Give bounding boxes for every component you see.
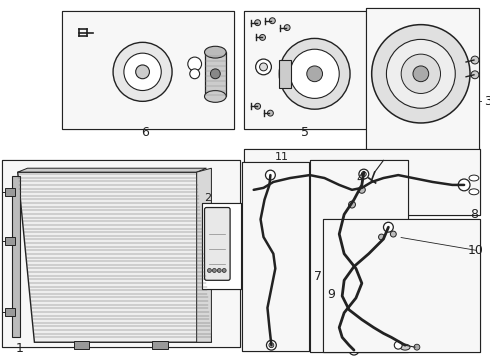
FancyBboxPatch shape xyxy=(204,207,230,280)
Bar xyxy=(201,203,241,289)
Ellipse shape xyxy=(136,65,149,79)
Ellipse shape xyxy=(343,329,351,341)
Bar xyxy=(310,160,408,352)
Text: 3: 3 xyxy=(484,95,490,108)
Text: 1: 1 xyxy=(16,342,24,355)
Circle shape xyxy=(250,184,262,196)
Bar xyxy=(244,11,372,129)
Circle shape xyxy=(255,103,261,109)
Text: 4: 4 xyxy=(356,171,364,185)
Circle shape xyxy=(269,343,274,348)
Circle shape xyxy=(307,66,322,82)
Circle shape xyxy=(372,24,470,123)
Bar xyxy=(244,149,480,215)
Circle shape xyxy=(217,269,221,273)
Circle shape xyxy=(290,49,339,98)
Bar xyxy=(62,11,234,129)
Ellipse shape xyxy=(190,69,199,79)
Bar xyxy=(2,160,240,347)
Text: 9: 9 xyxy=(327,288,335,301)
Ellipse shape xyxy=(260,63,268,71)
Circle shape xyxy=(255,20,261,26)
Circle shape xyxy=(268,110,273,116)
Circle shape xyxy=(414,344,420,350)
Polygon shape xyxy=(18,172,211,342)
Bar xyxy=(279,60,291,87)
Circle shape xyxy=(267,340,276,350)
Circle shape xyxy=(348,201,355,208)
Text: 2: 2 xyxy=(204,193,212,203)
Bar xyxy=(242,162,309,351)
Bar xyxy=(244,149,480,215)
Circle shape xyxy=(361,172,366,176)
Ellipse shape xyxy=(113,42,172,101)
Bar xyxy=(2,160,240,347)
Ellipse shape xyxy=(204,46,226,58)
Circle shape xyxy=(260,35,266,40)
Text: 11: 11 xyxy=(275,152,289,162)
Bar xyxy=(322,219,480,352)
Bar xyxy=(366,8,479,160)
Circle shape xyxy=(471,56,479,64)
Ellipse shape xyxy=(256,59,271,75)
Polygon shape xyxy=(18,168,206,172)
Bar xyxy=(5,188,15,196)
Ellipse shape xyxy=(210,69,221,79)
Circle shape xyxy=(222,269,226,273)
Bar xyxy=(204,52,226,96)
Bar xyxy=(5,237,15,245)
Bar xyxy=(242,162,309,351)
Bar xyxy=(201,203,241,289)
Bar xyxy=(5,308,15,316)
Circle shape xyxy=(253,187,259,193)
Circle shape xyxy=(379,234,385,240)
Bar xyxy=(366,8,479,160)
Bar xyxy=(74,341,90,349)
Circle shape xyxy=(349,345,359,355)
Circle shape xyxy=(358,186,365,193)
Circle shape xyxy=(279,39,350,109)
Circle shape xyxy=(212,269,216,273)
Polygon shape xyxy=(196,168,211,342)
Text: 10: 10 xyxy=(468,244,484,257)
Circle shape xyxy=(266,170,275,180)
Circle shape xyxy=(401,54,441,94)
Circle shape xyxy=(352,348,356,352)
Bar xyxy=(310,160,408,352)
Bar xyxy=(152,341,168,349)
Circle shape xyxy=(207,269,211,273)
Ellipse shape xyxy=(124,53,161,90)
Circle shape xyxy=(387,39,455,108)
Text: 6: 6 xyxy=(142,126,149,139)
Circle shape xyxy=(413,66,429,82)
Ellipse shape xyxy=(188,57,201,71)
Circle shape xyxy=(284,24,290,31)
Bar xyxy=(244,11,372,129)
Circle shape xyxy=(384,222,393,232)
Text: 8: 8 xyxy=(470,208,478,221)
Circle shape xyxy=(394,341,402,349)
Text: 7: 7 xyxy=(314,270,321,283)
Circle shape xyxy=(471,71,479,79)
Ellipse shape xyxy=(469,175,479,181)
Ellipse shape xyxy=(400,344,410,350)
Ellipse shape xyxy=(469,189,479,195)
Circle shape xyxy=(270,18,275,24)
Circle shape xyxy=(359,169,369,179)
Circle shape xyxy=(391,231,396,237)
Ellipse shape xyxy=(204,90,226,102)
Bar xyxy=(12,176,20,337)
Text: 5: 5 xyxy=(301,126,309,139)
Circle shape xyxy=(458,179,470,191)
Bar xyxy=(62,11,234,129)
Bar xyxy=(322,219,480,352)
Ellipse shape xyxy=(340,325,354,345)
